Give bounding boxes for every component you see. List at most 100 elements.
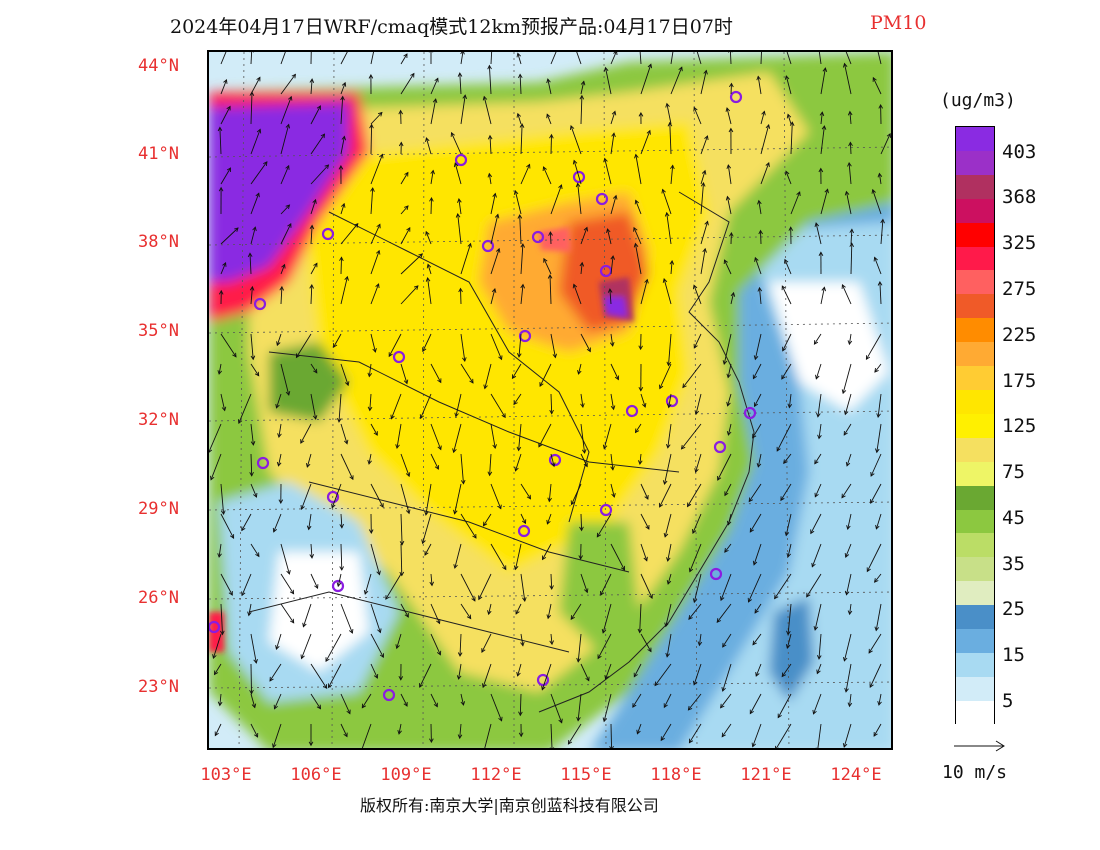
wind-arrow bbox=[220, 52, 227, 65]
wind-arrow bbox=[310, 363, 318, 374]
wind-arrow bbox=[664, 453, 672, 485]
wind-arrow bbox=[872, 189, 882, 215]
wind-arrow bbox=[880, 219, 884, 245]
wind-arrow bbox=[667, 423, 672, 448]
wind-arrow bbox=[340, 276, 348, 305]
wind-arrow-head bbox=[774, 594, 779, 600]
wind-arrow-head bbox=[526, 163, 531, 169]
wind-arrow-head bbox=[846, 525, 851, 531]
wind-arrow-head bbox=[539, 382, 544, 387]
wind-arrow-head bbox=[663, 532, 669, 538]
wind-arrow bbox=[361, 723, 372, 748]
wind-arrow bbox=[340, 96, 344, 125]
wind-arrow bbox=[811, 543, 822, 567]
lat-label-32: 32°N bbox=[138, 410, 179, 430]
wind-arrow-head bbox=[596, 532, 602, 538]
wind-arrow-head bbox=[581, 449, 587, 454]
wind-arrow bbox=[280, 165, 290, 185]
wind-arrow bbox=[490, 248, 500, 275]
wind-arrow-head bbox=[390, 414, 395, 420]
wind-arrow-head bbox=[665, 652, 670, 658]
wind-arrow bbox=[490, 423, 496, 449]
wind-arrow-head bbox=[542, 166, 547, 172]
wind-arrow-head bbox=[755, 672, 760, 677]
wind-arrow-head bbox=[250, 441, 256, 446]
wind-arrow bbox=[695, 393, 702, 415]
wind-arrow-head bbox=[579, 94, 585, 100]
wind-arrow bbox=[607, 228, 612, 245]
wind-arrow bbox=[639, 52, 642, 65]
wind-arrow-head bbox=[821, 286, 827, 292]
wind-arrow-head bbox=[637, 628, 643, 634]
wind-arrow bbox=[460, 243, 472, 275]
wind-arrow-head bbox=[552, 353, 558, 359]
wind-arrow bbox=[748, 573, 762, 603]
wind-arrow-head bbox=[634, 428, 640, 434]
wind-arrow bbox=[815, 222, 822, 245]
lon-label-112: 112°E bbox=[470, 765, 522, 785]
wind-arrow-head bbox=[217, 553, 222, 558]
wind-arrow bbox=[785, 171, 792, 185]
wind-arrow bbox=[880, 133, 891, 155]
wind-arrow bbox=[681, 423, 702, 450]
wind-arrow-head bbox=[520, 283, 526, 289]
wind-arrow bbox=[700, 248, 706, 275]
wind-arrow bbox=[810, 513, 822, 534]
wind-arrow bbox=[870, 453, 882, 477]
wind-arrow-head bbox=[753, 402, 759, 408]
wind-arrow bbox=[424, 543, 432, 556]
wind-arrow-head bbox=[782, 346, 787, 352]
wind-arrow bbox=[547, 79, 552, 95]
colorbar-segment bbox=[956, 557, 994, 582]
wind-arrow bbox=[870, 483, 882, 504]
wind-arrow bbox=[489, 135, 492, 155]
wind-arrow-head bbox=[603, 157, 608, 163]
wind-arrow-head bbox=[704, 135, 709, 141]
wind-arrow bbox=[280, 264, 286, 275]
wind-arrow-head bbox=[313, 262, 318, 268]
wind-arrow bbox=[845, 52, 852, 65]
wind-arrow-head bbox=[600, 590, 605, 596]
wind-arrow bbox=[241, 573, 252, 596]
wind-arrow-head bbox=[285, 164, 290, 170]
wind-arrow-head bbox=[460, 701, 466, 706]
wind-arrow bbox=[603, 693, 612, 722]
wind-arrow bbox=[515, 453, 522, 471]
wind-arrow-head bbox=[748, 497, 754, 503]
wind-arrow-head bbox=[796, 191, 801, 197]
wind-arrow-head bbox=[367, 459, 372, 465]
wind-arrow-head bbox=[482, 750, 486, 751]
wind-arrow bbox=[340, 513, 343, 528]
wind-arrow bbox=[814, 453, 822, 464]
wind-arrow bbox=[640, 130, 651, 155]
wind-arrow bbox=[400, 73, 415, 95]
wind-arrow bbox=[724, 543, 732, 553]
wind-arrow bbox=[748, 483, 762, 502]
map-title: 2024年04月17日WRF/cmaq模式12km预报产品:04月17日07时 bbox=[170, 16, 733, 38]
wind-arrow bbox=[876, 423, 882, 453]
wind-arrow bbox=[610, 111, 616, 125]
wind-arrow bbox=[670, 260, 673, 275]
wind-arrow-head bbox=[247, 611, 252, 617]
wind-arrow bbox=[430, 170, 434, 185]
wind-arrow-head bbox=[558, 718, 563, 724]
wind-arrow bbox=[550, 134, 552, 155]
wind-arrow bbox=[874, 363, 882, 373]
wind-arrow bbox=[814, 483, 822, 497]
wind-arrow-head bbox=[815, 747, 820, 748]
wind-arrow-head bbox=[814, 459, 819, 465]
wind-arrow-head bbox=[217, 370, 223, 375]
wind-arrow-head bbox=[404, 613, 409, 618]
wind-arrow-head bbox=[720, 596, 725, 602]
wind-arrow bbox=[370, 283, 380, 305]
wind-arrow bbox=[817, 393, 822, 417]
wind-arrow-head bbox=[322, 684, 328, 689]
wind-arrow bbox=[368, 453, 372, 464]
wind-arrow-head bbox=[848, 141, 853, 147]
wind-arrow-head bbox=[487, 172, 493, 178]
wind-arrow bbox=[666, 212, 672, 245]
wind-arrow-head bbox=[300, 439, 305, 444]
wind-arrow bbox=[550, 453, 555, 467]
wind-arrow bbox=[843, 633, 852, 662]
